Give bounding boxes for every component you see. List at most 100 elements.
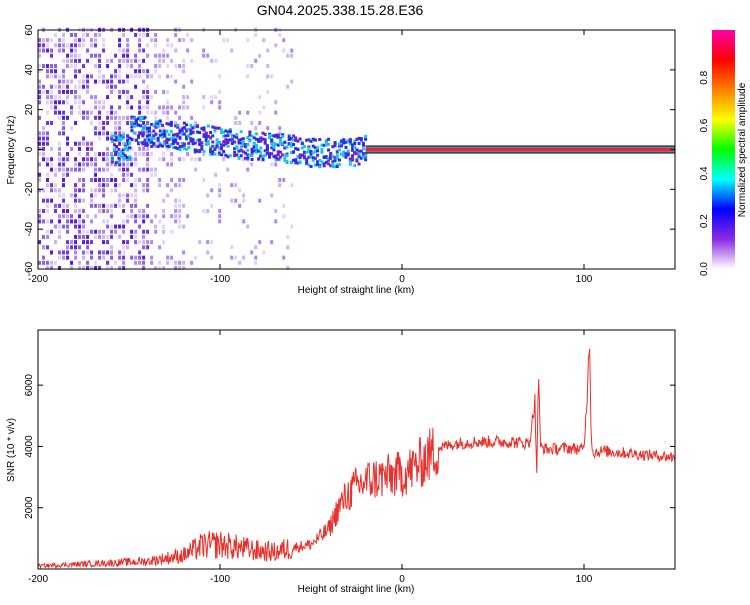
heatmap-cell — [169, 129, 173, 133]
heatmap-cell — [70, 43, 74, 48]
heatmap-cell — [333, 159, 337, 163]
heatmap-cell — [270, 134, 274, 138]
heatmap-cell — [182, 224, 186, 229]
heatmap-cell — [241, 150, 245, 154]
heatmap-cell — [146, 84, 150, 89]
heatmap-cell — [324, 140, 328, 144]
heatmap-cell — [150, 219, 154, 224]
heatmap-cell — [38, 95, 41, 100]
heatmap-cell — [146, 110, 150, 115]
heatmap-cell — [178, 136, 182, 140]
heatmap-cell — [278, 140, 282, 144]
heatmap-cell — [211, 140, 215, 144]
heatmap-cell — [62, 157, 66, 162]
heatmap-cell — [74, 245, 78, 250]
heatmap-cell — [58, 48, 62, 53]
heatmap-cell — [250, 149, 254, 153]
heatmap-cell — [337, 163, 341, 167]
heatmap-cell — [98, 105, 102, 110]
heatmap-cell — [154, 136, 158, 141]
heatmap-cell — [274, 133, 278, 137]
heatmap-cell — [282, 203, 286, 208]
heatmap-cell — [318, 158, 322, 162]
heatmap-cell — [130, 105, 134, 110]
heatmap-cell — [38, 188, 41, 193]
heatmap-cell — [46, 219, 50, 224]
heatmap-cell — [262, 250, 266, 255]
heatmap-cell — [118, 203, 122, 208]
heatmap-cell — [134, 229, 138, 234]
heatmap-cell — [270, 240, 274, 245]
heatmap-cell — [58, 188, 62, 193]
y-tick-label: 0 — [24, 146, 35, 152]
heatmap-cell — [98, 58, 102, 63]
heatmap-cell — [320, 147, 324, 151]
heatmap-cell — [174, 79, 178, 84]
heatmap-cell — [282, 214, 286, 219]
heatmap-cell — [142, 121, 146, 126]
heatmap-cell — [38, 219, 41, 224]
heatmap-cell — [198, 142, 202, 146]
heatmap-cell — [224, 142, 228, 146]
heatmap-cell — [176, 147, 180, 151]
heatmap-cell — [122, 240, 126, 245]
heatmap-cell — [130, 74, 134, 79]
heatmap-cell — [54, 74, 58, 79]
heatmap-cell — [174, 32, 178, 37]
y-tick-label: -60 — [24, 261, 35, 276]
heatmap-cell — [250, 151, 254, 155]
colorbar-ticks: 0.00.20.40.60.8 — [699, 70, 710, 276]
heatmap-cell — [161, 144, 165, 148]
heatmap-cell — [178, 157, 182, 162]
heatmap-cell — [194, 121, 198, 126]
heatmap-cell — [239, 130, 243, 134]
heatmap-cell — [54, 260, 58, 265]
heatmap-cell — [138, 100, 142, 105]
heatmap-cell — [329, 154, 333, 158]
heatmap-cell — [110, 209, 114, 214]
heatmap-cell — [114, 152, 118, 157]
heatmap-cell — [252, 141, 256, 145]
heatmap-cell — [258, 53, 262, 58]
heatmap-cell — [50, 48, 54, 53]
heatmap-cell — [162, 198, 166, 203]
heatmap-cell — [150, 144, 154, 148]
heatmap-cell — [142, 89, 146, 94]
heatmap-cell — [278, 183, 282, 188]
heatmap-cell — [274, 219, 278, 224]
heatmap-cell — [158, 122, 162, 126]
heatmap-cell — [266, 126, 270, 131]
heatmap-cell — [174, 124, 178, 128]
heatmap-cell — [290, 79, 294, 84]
heatmap-cell — [134, 124, 138, 128]
heatmap-cell — [86, 146, 90, 151]
heatmap-cell — [182, 157, 186, 162]
heatmap-cell — [122, 224, 126, 229]
heatmap-cell — [58, 224, 62, 229]
heatmap-cell — [204, 142, 208, 146]
heatmap-cell — [118, 43, 122, 48]
heatmap-cell — [121, 152, 125, 156]
heatmap-cell — [167, 138, 171, 142]
heatmap-cell — [122, 115, 126, 120]
heatmap-cell — [54, 209, 58, 214]
heatmap-cell — [74, 141, 78, 146]
heatmap-cell — [158, 126, 162, 131]
heatmap-cell — [162, 89, 166, 94]
heatmap-cell — [234, 255, 238, 260]
heatmap-cell — [335, 156, 339, 160]
heatmap-cell — [166, 38, 170, 43]
heatmap-cell — [138, 105, 142, 110]
heatmap-cell — [146, 89, 150, 94]
heatmap-cell — [176, 132, 180, 136]
heatmap-cell — [254, 260, 258, 265]
heatmap-cell — [187, 145, 191, 149]
heatmap-cell — [309, 150, 313, 154]
heatmap-cell — [114, 126, 118, 131]
heatmap-cell — [146, 214, 150, 219]
heatmap-cell — [333, 156, 337, 160]
heatmap-cell — [66, 58, 70, 63]
heatmap-cell — [170, 43, 174, 48]
heatmap-cell — [361, 147, 365, 151]
heatmap-cell — [126, 74, 130, 79]
